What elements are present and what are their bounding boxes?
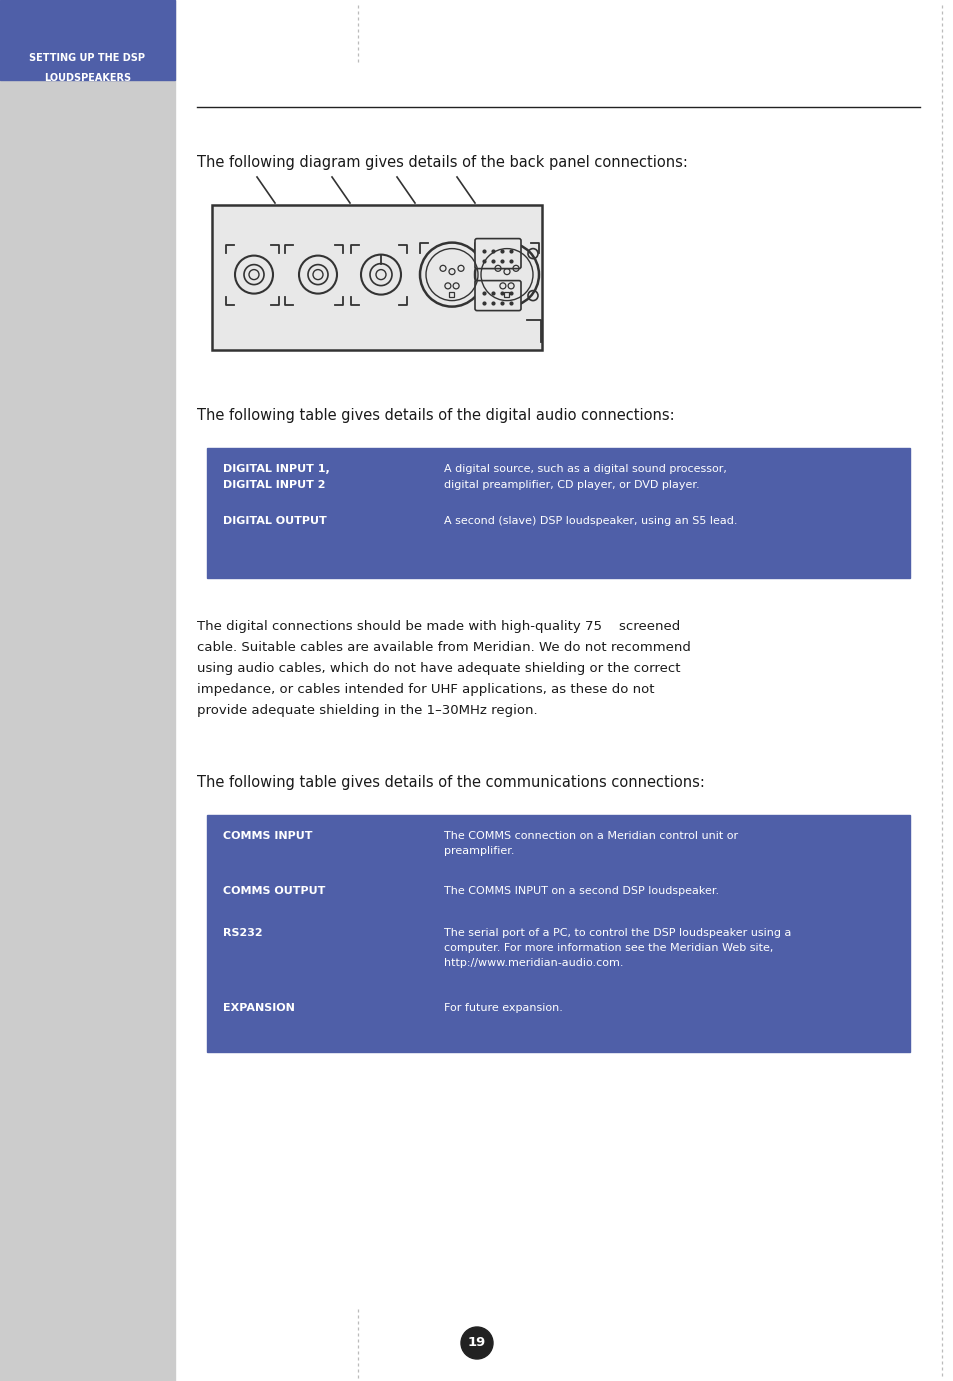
Bar bbox=[0, 0, 174, 1381]
Text: DIGITAL INPUT 2: DIGITAL INPUT 2 bbox=[223, 481, 325, 490]
Circle shape bbox=[475, 243, 538, 307]
Text: SETTING UP THE DSP: SETTING UP THE DSP bbox=[30, 52, 146, 64]
Text: The digital connections should be made with high-quality 75    screened: The digital connections should be made w… bbox=[196, 620, 679, 632]
Bar bbox=[212, 204, 541, 349]
Bar bbox=[449, 291, 454, 297]
Text: The serial port of a PC, to control the DSP loudspeaker using a: The serial port of a PC, to control the … bbox=[444, 928, 791, 938]
Text: A second (slave) DSP loudspeaker, using an S5 lead.: A second (slave) DSP loudspeaker, using … bbox=[444, 516, 738, 526]
Text: DIGITAL INPUT 1,: DIGITAL INPUT 1, bbox=[223, 464, 330, 474]
Text: The COMMS connection on a Meridian control unit or: The COMMS connection on a Meridian contr… bbox=[444, 831, 738, 841]
Text: cable. Suitable cables are available from Meridian. We do not recommend: cable. Suitable cables are available fro… bbox=[196, 641, 690, 655]
Text: DIGITAL OUTPUT: DIGITAL OUTPUT bbox=[223, 516, 327, 526]
Text: The COMMS INPUT on a second DSP loudspeaker.: The COMMS INPUT on a second DSP loudspea… bbox=[444, 887, 719, 896]
Text: COMMS INPUT: COMMS INPUT bbox=[223, 831, 313, 841]
Bar bbox=[207, 447, 909, 579]
FancyBboxPatch shape bbox=[475, 280, 520, 311]
Bar bbox=[0, 0, 174, 80]
Text: EXPANSION: EXPANSION bbox=[223, 1003, 294, 1014]
Text: impedance, or cables intended for UHF applications, as these do not: impedance, or cables intended for UHF ap… bbox=[196, 684, 654, 696]
Text: The following diagram gives details of the back panel connections:: The following diagram gives details of t… bbox=[196, 155, 687, 170]
Text: preamplifier.: preamplifier. bbox=[444, 847, 515, 856]
Text: http://www.meridian-audio.com.: http://www.meridian-audio.com. bbox=[444, 958, 623, 968]
Text: The following table gives details of the digital audio connections:: The following table gives details of the… bbox=[196, 407, 674, 423]
Circle shape bbox=[419, 243, 483, 307]
Text: provide adequate shielding in the 1–30MHz region.: provide adequate shielding in the 1–30MH… bbox=[196, 704, 537, 717]
Circle shape bbox=[460, 1327, 493, 1359]
Text: 19: 19 bbox=[467, 1337, 486, 1349]
Text: COMMS OUTPUT: COMMS OUTPUT bbox=[223, 887, 325, 896]
Text: For future expansion.: For future expansion. bbox=[444, 1003, 562, 1014]
Text: LOUDSPEAKERS: LOUDSPEAKERS bbox=[44, 73, 131, 83]
Text: digital preamplifier, CD player, or DVD player.: digital preamplifier, CD player, or DVD … bbox=[444, 481, 700, 490]
Text: using audio cables, which do not have adequate shielding or the correct: using audio cables, which do not have ad… bbox=[196, 661, 679, 675]
Bar bbox=[504, 291, 509, 297]
Text: The following table gives details of the communications connections:: The following table gives details of the… bbox=[196, 775, 704, 790]
Text: computer. For more information see the Meridian Web site,: computer. For more information see the M… bbox=[444, 943, 773, 953]
FancyBboxPatch shape bbox=[475, 239, 520, 268]
Bar bbox=[207, 815, 909, 1052]
Text: A digital source, such as a digital sound processor,: A digital source, such as a digital soun… bbox=[444, 464, 726, 474]
Text: RS232: RS232 bbox=[223, 928, 262, 938]
